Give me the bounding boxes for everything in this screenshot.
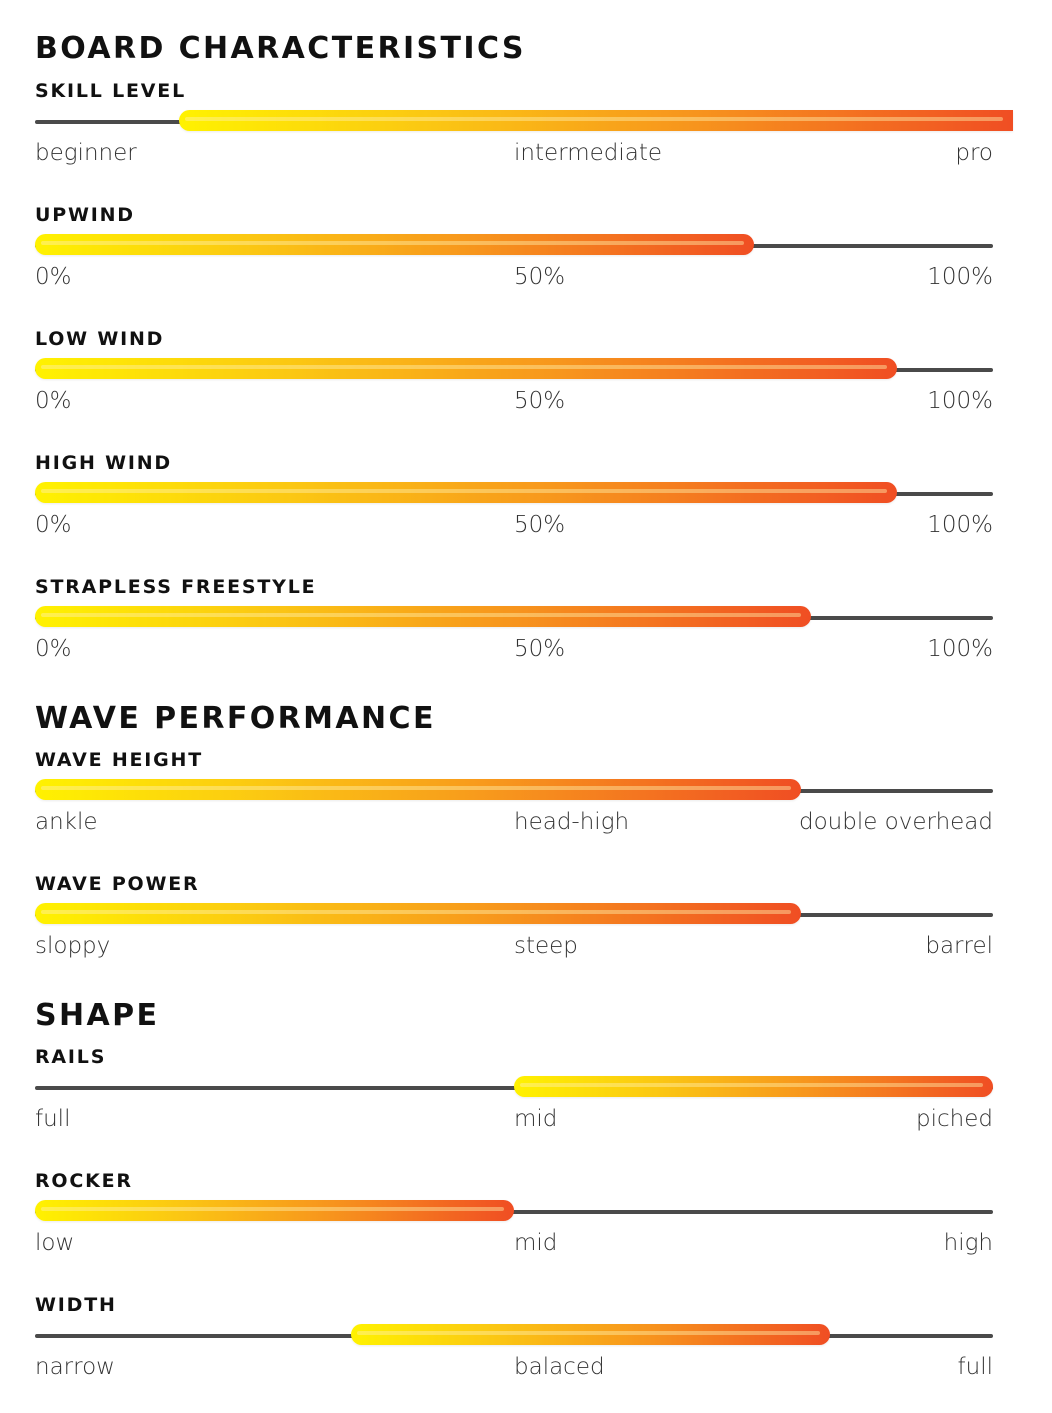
rating-width: WIDTH narrow balaced full	[35, 1296, 993, 1400]
scale-mid-label: mid	[514, 1106, 558, 1132]
scale-max-label: 100%	[927, 636, 993, 662]
rating-rocker: ROCKER low mid high	[35, 1172, 993, 1276]
scale-max-label: 100%	[927, 388, 993, 414]
scale-min-label: 0%	[35, 264, 72, 290]
scale-mid-label: mid	[514, 1230, 558, 1256]
scale-min-label: beginner	[35, 140, 137, 166]
rating-skill-level: SKILL LEVEL beginner intermediate pro	[35, 80, 1013, 186]
scale-mid-label: 50%	[514, 264, 566, 290]
rating-label: LOW WIND	[35, 328, 165, 350]
scale-mid-label: head-high	[514, 809, 630, 835]
rating-label: RAILS	[35, 1046, 107, 1068]
scale-mid-label: 50%	[514, 512, 566, 538]
rating-fill	[35, 482, 898, 503]
rating-low-wind: LOW WIND 0% 50% 100%	[35, 330, 993, 434]
scale-min-label: narrow	[35, 1354, 115, 1380]
rating-fill	[35, 234, 754, 255]
rating-label: WAVE HEIGHT	[35, 749, 204, 771]
scale-max-label: 100%	[927, 512, 993, 538]
rating-wave-power: WAVE POWER sloppy steep barrel	[35, 875, 993, 979]
scale-mid-label: intermediate	[514, 140, 662, 166]
rating-fill	[35, 903, 802, 924]
section-title-wave-performance: WAVE PERFORMANCE	[35, 701, 436, 736]
rating-wave-height: WAVE HEIGHT ankle head-high double overh…	[35, 751, 993, 855]
scale-mid-label: 50%	[514, 388, 566, 414]
rating-label: HIGH WIND	[35, 452, 172, 474]
rating-fill	[35, 779, 802, 800]
scale-min-label: full	[35, 1106, 71, 1132]
rating-fill	[514, 1076, 993, 1097]
scale-mid-label: 50%	[514, 636, 566, 662]
scale-max-label: barrel	[925, 933, 993, 959]
rating-fill	[351, 1324, 831, 1345]
scale-max-label: high	[943, 1230, 993, 1256]
scale-mid-label: steep	[514, 933, 578, 959]
rating-label: WIDTH	[35, 1294, 117, 1316]
scale-min-label: low	[35, 1230, 75, 1256]
scale-max-label: pro	[955, 140, 993, 166]
rating-upwind: UPWIND 0% 50% 100%	[35, 206, 993, 310]
rating-fill	[35, 606, 811, 627]
section-title-shape: SHAPE	[35, 998, 160, 1033]
rating-fill	[35, 358, 898, 379]
rating-high-wind: HIGH WIND 0% 50% 100%	[35, 454, 993, 558]
scale-max-label: 100%	[927, 264, 993, 290]
rating-label: STRAPLESS FREESTYLE	[35, 576, 317, 598]
rating-rails: RAILS full mid piched	[35, 1048, 993, 1152]
rating-fill	[178, 110, 1013, 131]
rating-label: SKILL LEVEL	[35, 80, 186, 102]
scale-min-label: 0%	[35, 388, 72, 414]
scale-min-label: 0%	[35, 636, 72, 662]
rating-fill	[35, 1200, 514, 1221]
rating-track	[35, 1210, 993, 1214]
scale-max-label: full	[957, 1354, 993, 1380]
scale-min-label: 0%	[35, 512, 72, 538]
scale-max-label: double overhead	[798, 809, 993, 835]
scale-min-label: sloppy	[35, 933, 111, 959]
rating-strapless-freestyle: STRAPLESS FREESTYLE 0% 50% 100%	[35, 578, 993, 682]
rating-label: ROCKER	[35, 1170, 133, 1192]
section-title-board-characteristics: BOARD CHARACTERISTICS	[35, 31, 526, 66]
scale-min-label: ankle	[35, 809, 98, 835]
scale-mid-label: balaced	[514, 1354, 605, 1380]
rating-label: WAVE POWER	[35, 873, 200, 895]
scale-max-label: piched	[916, 1106, 993, 1132]
rating-label: UPWIND	[35, 204, 135, 226]
